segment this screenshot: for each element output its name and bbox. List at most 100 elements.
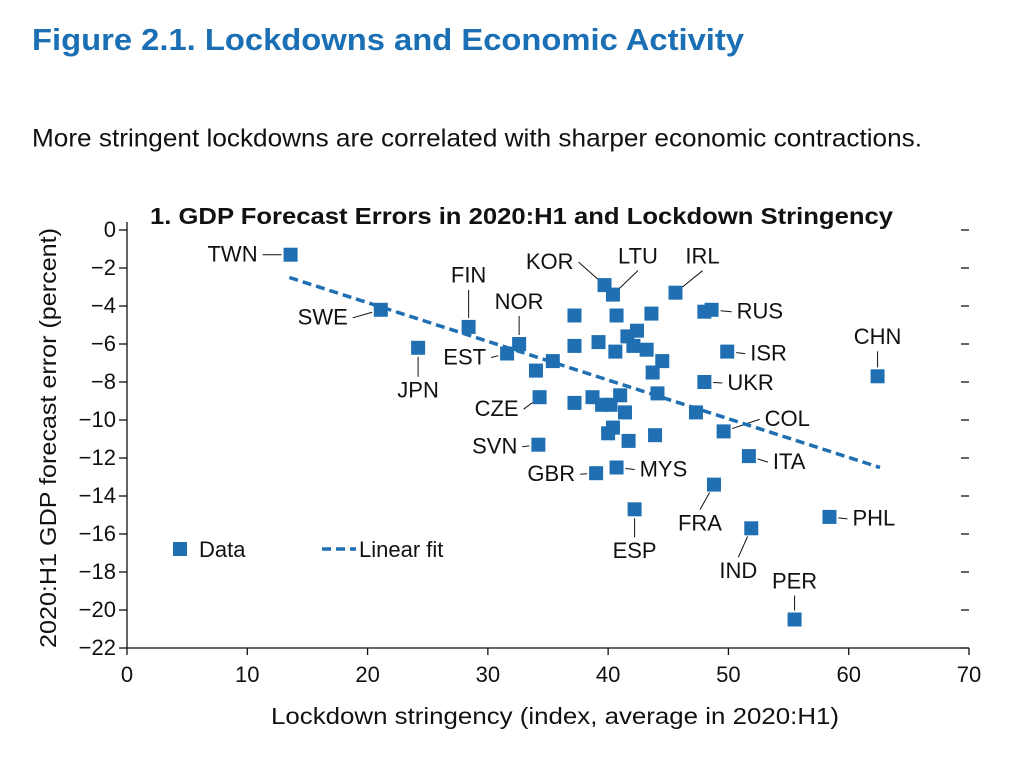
x-axis-label: Lockdown stringency (index, average in 2…: [271, 703, 839, 729]
leader-line: [721, 311, 732, 312]
y-tick-label: −8: [91, 369, 116, 394]
legend-label: Data: [199, 537, 246, 562]
data-point: [613, 388, 627, 402]
data-point: [630, 324, 644, 338]
data-point: [644, 307, 658, 321]
point-label: CHN: [854, 324, 902, 349]
y-tick-label: −18: [79, 559, 116, 584]
data-point: [618, 405, 632, 419]
y-tick-label: −6: [91, 331, 116, 356]
data-point: [628, 502, 642, 516]
data-point: [567, 309, 581, 323]
leader-line: [713, 382, 722, 383]
data-point: [567, 396, 581, 410]
point-label: SVN: [472, 434, 517, 459]
x-tick-label: 70: [957, 662, 981, 687]
data-point: [707, 478, 721, 492]
point-label: EST: [443, 344, 486, 369]
point-label: IRL: [685, 244, 719, 269]
leader-line: [838, 518, 847, 519]
data-point: [871, 369, 885, 383]
data-point: [567, 339, 581, 353]
point-label: PHL: [852, 506, 895, 531]
data-point: [610, 309, 624, 323]
leader-line: [757, 459, 767, 462]
data-point: [822, 510, 836, 524]
leader-line: [619, 271, 638, 289]
point-label: TWN: [207, 242, 257, 267]
data-point: [697, 375, 711, 389]
point-label: RUS: [737, 299, 783, 324]
data-point: [606, 288, 620, 302]
x-tick-label: 30: [476, 662, 500, 687]
point-label: FRA: [678, 510, 722, 535]
y-tick-label: −22: [79, 635, 116, 660]
y-tick-label: −4: [91, 293, 116, 318]
data-point: [697, 305, 711, 319]
data-point: [533, 390, 547, 404]
point-label: UKR: [727, 370, 773, 395]
data-point: [742, 449, 756, 463]
subtitle: More stringent lockdowns are correlated …: [32, 125, 922, 153]
data-point: [622, 434, 636, 448]
data-point: [592, 335, 606, 349]
data-point: [531, 438, 545, 452]
y-tick-label: −2: [91, 255, 116, 280]
data-point: [284, 248, 298, 262]
point-label: FIN: [451, 263, 486, 288]
y-tick-label: 0: [104, 217, 116, 242]
data-point: [512, 337, 526, 351]
y-tick-label: −10: [79, 407, 116, 432]
point-label: CZE: [475, 396, 519, 421]
x-tick-label: 60: [836, 662, 860, 687]
y-tick-label: −14: [79, 483, 116, 508]
leader-line: [522, 446, 529, 447]
point-label: COL: [765, 406, 810, 431]
chart-title: 1. GDP Forecast Errors in 2020:H1 and Lo…: [150, 203, 893, 229]
x-tick-label: 0: [121, 662, 133, 687]
point-label: GBR: [527, 461, 575, 486]
leader-line: [738, 537, 747, 558]
x-tick-label: 40: [596, 662, 620, 687]
leader-line: [353, 312, 372, 318]
leader-line: [491, 356, 498, 358]
data-point: [646, 366, 660, 380]
point-label: KOR: [526, 249, 574, 274]
point-label: ESP: [613, 538, 657, 563]
y-axis-label: 2020:H1 GDP forecast error (percent): [35, 228, 61, 648]
data-point: [610, 461, 624, 475]
legend-label: Linear fit: [359, 537, 443, 562]
data-point: [589, 466, 603, 480]
point-label: ITA: [773, 449, 806, 474]
x-tick-label: 10: [235, 662, 259, 687]
point-label: LTU: [618, 243, 658, 268]
data-point: [608, 345, 622, 359]
figure-title: Figure 2.1. Lockdowns and Economic Activ…: [32, 22, 745, 57]
x-tick-label: 50: [716, 662, 740, 687]
data-point: [744, 521, 758, 535]
data-point: [648, 428, 662, 442]
y-tick-label: −16: [79, 521, 116, 546]
point-label: PER: [772, 568, 817, 593]
point-label: NOR: [495, 289, 544, 314]
data-point: [717, 424, 731, 438]
legend-marker: [173, 542, 187, 556]
data-point: [720, 345, 734, 359]
data-point: [601, 426, 615, 440]
data-point: [640, 343, 654, 357]
data-point: [411, 341, 425, 355]
y-tick-label: −20: [79, 597, 116, 622]
leader-line: [682, 271, 702, 287]
x-tick-label: 20: [355, 662, 379, 687]
y-tick-label: −12: [79, 445, 116, 470]
leader-line: [579, 262, 598, 279]
data-point: [669, 286, 683, 300]
point-label: SWE: [298, 305, 348, 330]
leader-line: [626, 468, 635, 469]
point-label: MYS: [640, 456, 688, 481]
data-point: [626, 339, 640, 353]
point-label: ISR: [750, 340, 787, 365]
data-point: [788, 613, 802, 627]
leader-line: [524, 403, 533, 410]
